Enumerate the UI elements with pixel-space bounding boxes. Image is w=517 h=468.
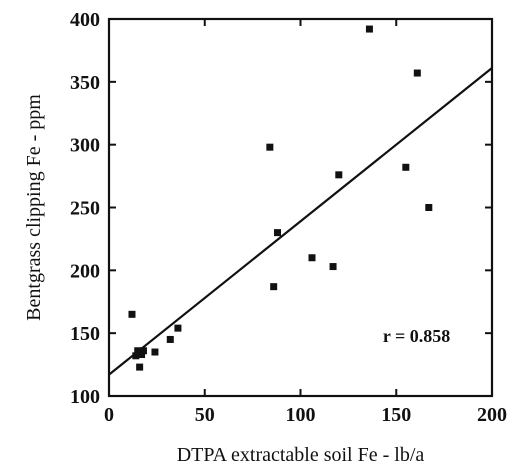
data-point xyxy=(365,25,373,33)
data-point xyxy=(136,363,144,371)
y-axis-title: Bentgrass clipping Fe - ppm xyxy=(23,94,45,321)
y-tick-label: 300 xyxy=(70,135,100,157)
x-tick-label: 100 xyxy=(286,404,316,426)
x-tick-labels: 0 50 100 150 200 xyxy=(104,404,507,426)
axis-ticks xyxy=(108,18,493,397)
data-point xyxy=(270,283,278,291)
data-point xyxy=(274,229,282,237)
data-point xyxy=(413,69,421,77)
data-points xyxy=(128,25,433,371)
y-tick-label: 200 xyxy=(70,260,100,282)
data-point xyxy=(139,347,147,355)
data-point xyxy=(335,171,343,179)
x-axis-title: DTPA extractable soil Fe - lb/a xyxy=(177,444,425,466)
data-point xyxy=(402,163,410,171)
regression-line-group xyxy=(108,67,493,376)
data-point xyxy=(174,324,182,332)
correlation-annotation: r = 0.858 xyxy=(383,326,450,346)
data-point xyxy=(308,254,316,262)
data-point xyxy=(166,335,174,343)
data-point xyxy=(151,348,159,356)
regression-line xyxy=(108,67,493,376)
x-tick-label: 0 xyxy=(104,404,114,426)
data-point xyxy=(425,204,433,211)
y-tick-label: 100 xyxy=(70,386,100,408)
y-tick-label: 150 xyxy=(70,323,100,345)
data-point xyxy=(266,143,274,151)
x-tick-label: 200 xyxy=(477,404,507,426)
data-point xyxy=(138,351,146,359)
y-tick-label: 400 xyxy=(70,9,100,31)
data-point xyxy=(132,352,140,360)
y-tick-label: 350 xyxy=(70,72,100,94)
y-tick-labels: 100 150 200 250 300 350 400 xyxy=(70,9,100,408)
data-point xyxy=(128,310,136,318)
data-point xyxy=(134,347,142,355)
x-tick-label: 150 xyxy=(381,404,411,426)
x-tick-label: 50 xyxy=(195,404,215,426)
y-tick-label: 250 xyxy=(70,198,100,220)
data-point xyxy=(329,263,337,271)
